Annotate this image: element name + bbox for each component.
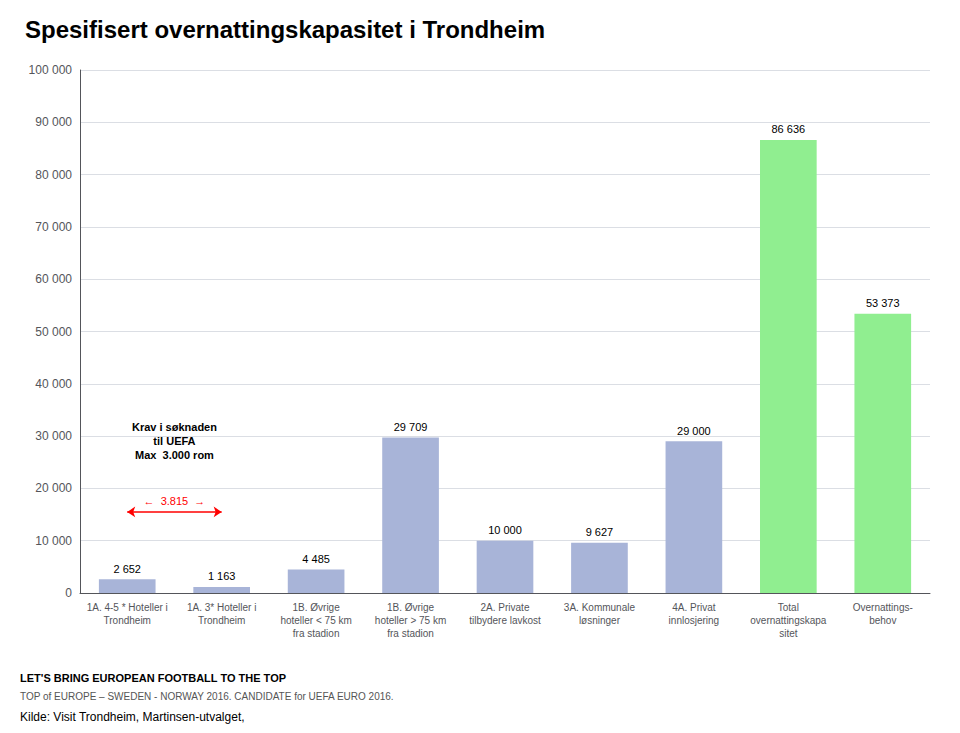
svg-text:LET'S BRING EUROPEAN FOOTBALL: LET'S BRING EUROPEAN FOOTBALL TO THE TOP	[20, 672, 286, 684]
svg-text:behov: behov	[869, 615, 896, 626]
svg-text:Max 3.000 rom: Max 3.000 rom	[135, 449, 214, 461]
svg-text:70 000: 70 000	[35, 220, 72, 234]
svg-text:50 000: 50 000	[35, 325, 72, 339]
svg-text:10 000: 10 000	[488, 524, 522, 536]
svg-text:hoteller < 75 km: hoteller < 75 km	[280, 615, 351, 626]
svg-text:sitet: sitet	[779, 628, 798, 639]
svg-text:1A. 3* Hoteller i: 1A. 3* Hoteller i	[187, 602, 256, 613]
svg-text:1 163: 1 163	[208, 570, 236, 582]
svg-text:hoteller > 75 km: hoteller > 75 km	[375, 615, 446, 626]
svg-text:Total: Total	[778, 602, 799, 613]
svg-text:40 000: 40 000	[35, 377, 72, 391]
svg-text:løsninger: løsninger	[579, 615, 621, 626]
svg-text:tilbydere lavkost: tilbydere lavkost	[469, 615, 541, 626]
svg-text:Trondheim: Trondheim	[198, 615, 245, 626]
svg-text:10 000: 10 000	[35, 534, 72, 548]
svg-text:60 000: 60 000	[35, 272, 72, 286]
svg-text:20 000: 20 000	[35, 481, 72, 495]
svg-text:1A. 4-5 * Hoteller i: 1A. 4-5 * Hoteller i	[87, 602, 168, 613]
svg-text:Overnattings-: Overnattings-	[853, 602, 913, 613]
svg-text:← 3.815 →: ← 3.815 →	[144, 495, 206, 507]
svg-text:3A. Kommunale: 3A. Kommunale	[564, 602, 636, 613]
svg-text:fra stadion: fra stadion	[387, 628, 434, 639]
svg-text:2 652: 2 652	[113, 563, 141, 575]
svg-text:30 000: 30 000	[35, 429, 72, 443]
svg-text:4 485: 4 485	[302, 553, 330, 565]
svg-text:innlosjering: innlosjering	[669, 615, 720, 626]
svg-text:90 000: 90 000	[35, 115, 72, 129]
svg-text:Kilde: Visit Trondheim, Martin: Kilde: Visit Trondheim, Martinsen-utvalg…	[20, 710, 245, 724]
svg-text:fra stadion: fra stadion	[293, 628, 340, 639]
svg-text:1B. Øvrige: 1B. Øvrige	[292, 602, 340, 613]
svg-text:Krav i søknaden: Krav i søknaden	[132, 421, 217, 433]
svg-text:29 709: 29 709	[394, 421, 428, 433]
svg-text:86 636: 86 636	[772, 123, 806, 135]
svg-text:53 373: 53 373	[866, 297, 900, 309]
svg-text:29 000: 29 000	[677, 425, 711, 437]
svg-text:80 000: 80 000	[35, 168, 72, 182]
svg-text:100 000: 100 000	[29, 63, 73, 77]
svg-text:4A. Privat: 4A. Privat	[672, 602, 716, 613]
svg-text:Trondheim: Trondheim	[104, 615, 151, 626]
svg-text:Spesifisert overnattingskapasi: Spesifisert overnattingskapasitet i Tron…	[25, 16, 545, 43]
svg-text:2A. Private: 2A. Private	[481, 602, 530, 613]
svg-text:overnattingskapa: overnattingskapa	[750, 615, 827, 626]
svg-text:TOP of EUROPE – SWEDEN - NORWA: TOP of EUROPE – SWEDEN - NORWAY 2016. CA…	[20, 691, 394, 702]
svg-text:1B. Øvrige: 1B. Øvrige	[387, 602, 435, 613]
svg-text:til UEFA: til UEFA	[153, 435, 195, 447]
svg-text:9 627: 9 627	[586, 526, 614, 538]
svg-text:0: 0	[65, 586, 72, 600]
